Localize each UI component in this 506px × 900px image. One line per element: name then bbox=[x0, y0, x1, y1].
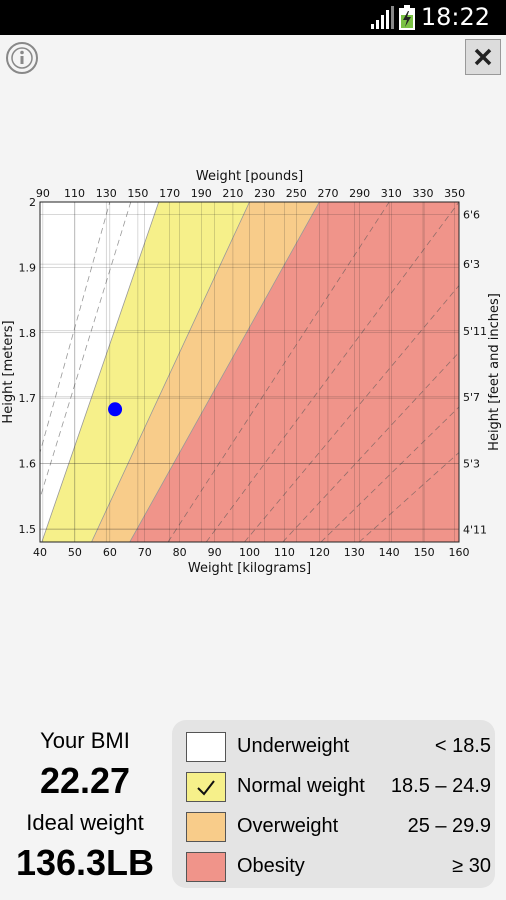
zone-obesity bbox=[129, 202, 459, 542]
x-tick-label: 140 bbox=[379, 546, 400, 559]
x-tick-label: 60 bbox=[103, 546, 117, 559]
y2-tick-label: 5'7 bbox=[463, 391, 480, 404]
x2-tick-label: 230 bbox=[254, 187, 275, 200]
y2-tick-label: 6'3 bbox=[463, 258, 480, 271]
x2-tick-label: 250 bbox=[286, 187, 307, 200]
legend-label: Overweight bbox=[237, 815, 339, 837]
battery-charging-icon bbox=[399, 5, 415, 30]
x2-tick-label: 350 bbox=[444, 187, 465, 200]
legend-range: 25 – 29.9 bbox=[407, 815, 491, 837]
y-tick-label: 1.7 bbox=[19, 392, 37, 405]
status-bar: 18:22 bbox=[0, 0, 506, 35]
x-tick-label: 100 bbox=[239, 546, 260, 559]
bmi-chart: 40 50 60 70 80 90 100 110 120 130 140 150 160 90 110 13… bbox=[1, 169, 502, 576]
legend-item-underweight: Underweight < 18.5 bbox=[186, 730, 496, 764]
bmi-value: 22.27 bbox=[39, 760, 131, 801]
bmi-line-15 bbox=[40, 202, 111, 455]
y-tick-label: 2 bbox=[29, 196, 36, 209]
bmi-line-60 bbox=[358, 451, 459, 542]
x-tick-label: 110 bbox=[274, 546, 295, 559]
x-tick-label: 40 bbox=[33, 546, 47, 559]
x2-tick-label: 210 bbox=[222, 187, 243, 200]
x-tick-label: 70 bbox=[138, 546, 152, 559]
x-tick-label: 80 bbox=[173, 546, 187, 559]
legend-swatch-underweight bbox=[186, 732, 226, 762]
legend-swatch-normal-weight bbox=[186, 772, 226, 802]
axis-title-pounds: Weight [pounds] bbox=[196, 169, 303, 184]
bmi-legend: Underweight < 18.5 Normal weight 18.5 – … bbox=[172, 720, 495, 888]
axis-title-feet-inches: Height [feet and inches] bbox=[487, 293, 502, 451]
status-time: 18:22 bbox=[420, 3, 490, 31]
x2-tick-label: 330 bbox=[412, 187, 433, 200]
y-tick-label: 1.6 bbox=[19, 458, 37, 471]
info-icon bbox=[11, 47, 33, 69]
legend-range: < 18.5 bbox=[434, 735, 491, 757]
bmi-label: Your BMI bbox=[40, 728, 130, 753]
bmi-zones bbox=[40, 202, 459, 542]
x2-tick-label: 130 bbox=[96, 187, 117, 200]
signal-icon bbox=[371, 6, 394, 29]
x2-tick-label: 170 bbox=[159, 187, 180, 200]
legend-label: Normal weight bbox=[237, 775, 365, 797]
legend-item-overweight: Overweight 25 – 29.9 bbox=[186, 810, 496, 844]
axis-title-meters: Height [meters] bbox=[1, 320, 16, 423]
x-tick-label: 160 bbox=[449, 546, 470, 559]
y-tick-label: 1.5 bbox=[19, 523, 37, 536]
legend-range: 18.5 – 24.9 bbox=[390, 775, 491, 797]
legend-item-obesity: Obesity ≥ 30 bbox=[186, 850, 496, 884]
bmi-line-55 bbox=[320, 406, 459, 542]
x-tick-label: 50 bbox=[68, 546, 82, 559]
bmi-summary: Your BMI 22.27 Ideal weight 136.3LB bbox=[0, 722, 170, 884]
bmi-line-40 bbox=[205, 202, 459, 542]
x-tick-label: 130 bbox=[344, 546, 365, 559]
x2-tick-label: 90 bbox=[36, 187, 50, 200]
ideal-weight-value: 136.3LB bbox=[15, 842, 155, 883]
x2-tick-label: 150 bbox=[127, 187, 148, 200]
checkmark-icon bbox=[197, 780, 215, 796]
info-button[interactable] bbox=[6, 42, 38, 74]
legend-label: Underweight bbox=[237, 735, 350, 757]
legend-swatch-obesity bbox=[186, 852, 226, 882]
bmi-dashed-lines bbox=[40, 202, 459, 542]
bmi-line-35 bbox=[167, 202, 390, 542]
x2-tick-label: 190 bbox=[191, 187, 212, 200]
y2-tick-label: 5'11 bbox=[463, 325, 487, 338]
x2-tick-label: 310 bbox=[381, 187, 402, 200]
y2-tick-label: 5'3 bbox=[463, 458, 480, 471]
legend-item-normal-weight: Normal weight 18.5 – 24.9 bbox=[186, 770, 496, 804]
x-tick-label: 90 bbox=[208, 546, 222, 559]
chart-grid bbox=[39, 201, 460, 542]
legend-swatch-overweight bbox=[186, 812, 226, 842]
plot-frame bbox=[39, 201, 460, 543]
chart-ticks: 40 50 60 70 80 90 100 110 120 130 140 150 160 90 110 13… bbox=[19, 187, 488, 559]
legend-label: Obesity bbox=[237, 855, 305, 877]
bmi-line-45 bbox=[244, 284, 459, 542]
current-bmi-point bbox=[108, 402, 123, 417]
close-icon bbox=[474, 48, 492, 66]
y-tick-label: 1.9 bbox=[19, 261, 37, 274]
axis-title-kilograms: Weight [kilograms] bbox=[188, 561, 311, 576]
legend-range: ≥ 30 bbox=[452, 855, 491, 877]
y2-tick-label: 4'11 bbox=[463, 524, 487, 537]
x-tick-label: 150 bbox=[414, 546, 435, 559]
ideal-weight-label: Ideal weight bbox=[26, 810, 144, 835]
x2-tick-label: 270 bbox=[317, 187, 338, 200]
x2-tick-label: 290 bbox=[349, 187, 370, 200]
y-tick-label: 1.8 bbox=[19, 327, 37, 340]
bmi-line-50 bbox=[282, 351, 459, 542]
x2-tick-label: 110 bbox=[64, 187, 85, 200]
x-tick-label: 120 bbox=[309, 546, 330, 559]
y2-tick-label: 6'6 bbox=[463, 208, 480, 221]
close-button[interactable] bbox=[465, 39, 501, 75]
